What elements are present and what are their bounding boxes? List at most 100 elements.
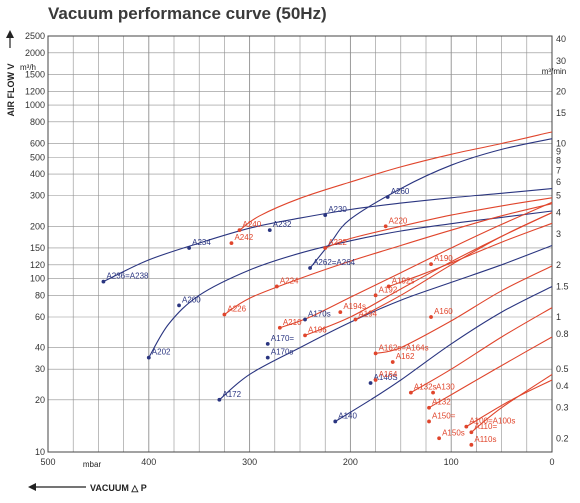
series-line-16 [466,379,553,428]
y-tick-label-right: 3 [556,229,561,239]
series-line-7 [224,203,553,315]
x-tick-label: 300 [242,457,257,467]
y-tick-label-left: 120 [30,260,45,270]
model-point-marker [277,325,282,330]
y-tick-label-left: 300 [30,191,45,201]
y-tick-label-left: 2500 [25,31,45,41]
y-tick-label-left: 30 [35,364,45,374]
y-tick-label-left: 10 [35,447,45,457]
model-point-marker [429,315,433,319]
y-tick-label-right: 7 [556,165,561,175]
model-point-marker [229,241,234,246]
series-line-15 [471,373,553,433]
y-tick-label-left: 600 [30,139,45,149]
model-point-marker [368,381,373,385]
model-point-marker [237,228,242,233]
model-point-marker [427,405,431,410]
model-point-marker [308,266,312,270]
plot-frame [47,35,553,453]
y-tick-label-left: 40 [35,343,45,353]
model-label: A130 [436,383,455,392]
y-tick-label-left: 500 [30,152,45,162]
series-line-12 [375,265,553,354]
model-label: A162s=A164s [379,343,429,352]
model-point-marker [338,310,343,315]
model-point-marker [408,390,413,395]
model-point-marker [187,246,192,250]
model-label: A172 [222,390,241,399]
y-axis-title: AIR FLOW V [6,64,16,117]
model-label: A170s [308,310,331,319]
model-point-marker [353,317,358,322]
model-label: A170s [271,348,294,357]
model-label: A110s [474,435,496,444]
model-point-marker [222,312,227,317]
series-line-3 [309,138,553,269]
model-point-marker [429,262,433,267]
model-point-marker [146,355,151,360]
y-tick-label-left: 400 [30,169,45,179]
model-label: A240 [243,220,262,229]
y-tick-label-right: 0.4 [556,381,569,391]
model-label: A150s [442,428,465,437]
model-label: A190 [434,254,453,263]
model-point-marker [385,195,390,199]
y-tick-label-left: 2000 [25,48,45,58]
series-line-4 [335,286,553,422]
x-tick-label: 100 [444,457,459,467]
model-label: A232 [273,220,292,229]
y-tick-label-right: 40 [556,34,566,44]
model-point-marker [265,341,270,346]
model-point-marker [383,224,388,229]
model-label: A140S [374,373,398,382]
model-label: A194s [343,302,366,311]
grid [47,35,553,453]
model-point-marker [469,430,474,435]
x-tick-label: 400 [141,457,156,467]
model-point-marker [386,284,391,289]
y-tick-label-right: 8 [556,155,561,165]
series-line-5 [239,131,553,231]
series-layer [103,131,553,433]
y-tick-label-right: 20 [556,86,566,96]
y-tick-label-left: 1200 [25,86,45,96]
model-point-marker [373,293,378,298]
x-tick-label: 200 [343,457,358,467]
model-label: A196 [308,325,327,334]
y-tick-label-left: 20 [35,395,45,405]
model-label: A236=A238 [106,272,149,281]
y-tick-label-left: 100 [30,274,45,284]
model-label: A162 [396,352,415,361]
y-tick-label-right: 0.3 [556,403,569,413]
model-label: A234 [192,238,211,247]
chart-title: Vacuum performance curve (50Hz) [48,4,327,23]
model-label: A160 [434,307,453,316]
y-tick-label-right: 9 [556,146,561,156]
model-point-marker [303,333,307,338]
model-label: A150= [432,411,456,420]
model-point-marker [373,378,378,382]
model-point-marker [431,390,435,395]
series-line-2 [219,244,553,401]
series-line-6 [325,197,553,249]
model-label: A220 [389,216,408,225]
model-label: A192 [379,285,398,294]
model-point-marker [323,213,328,218]
y-tick-label-right: 10 [556,139,566,149]
model-point-marker [303,317,307,322]
y-tick-label-right: 0.2 [556,433,569,443]
series-line-0 [103,188,553,283]
y-tick-label-left: 150 [30,243,45,253]
series-line-13 [410,307,553,394]
y-tick-label-left: 200 [30,221,45,231]
model-point-marker [427,419,431,424]
model-label: A100=A100s [469,417,515,426]
y-unit-left: m³/h [20,63,36,72]
y-tick-label-right: 4 [556,208,561,218]
model-point-marker [333,419,338,424]
y-unit-right: m³/min [542,67,566,76]
y-tick-label-right: 15 [556,108,566,118]
model-label: A224 [280,276,299,285]
model-label: A110= [474,422,497,431]
